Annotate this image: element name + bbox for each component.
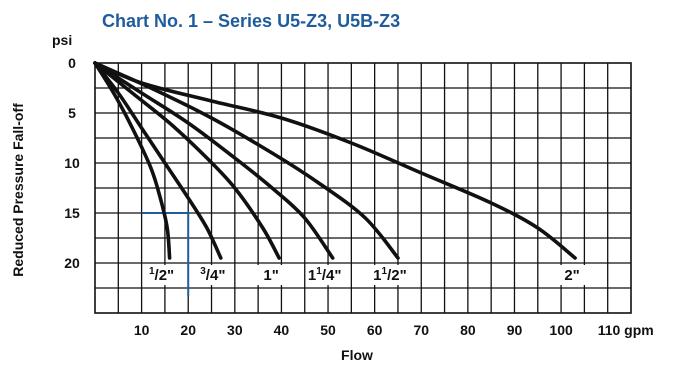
example-reading xyxy=(141,212,190,296)
x-tick-label: 20 xyxy=(180,322,196,338)
y-tick-label: 15 xyxy=(64,205,80,221)
series-curve-5 xyxy=(93,61,577,260)
series-label-background xyxy=(371,265,410,285)
series-label-background xyxy=(554,265,593,285)
y-tick-label: 0 xyxy=(68,55,76,71)
series-label-background xyxy=(143,265,182,285)
y-tick-label: 10 xyxy=(64,155,80,171)
series-label-background xyxy=(194,265,233,285)
series-curve-2 xyxy=(93,61,281,260)
series-label-background xyxy=(253,265,292,285)
series-curve-1 xyxy=(93,61,223,260)
series-label-4: 11/2" xyxy=(373,266,407,284)
chart-title: Chart No. 1 – Series U5-Z3, U5B-Z3 xyxy=(102,11,400,31)
y-axis-label: Reduced Pressure Fall-off xyxy=(10,103,26,277)
x-tick-label: 10 xyxy=(134,322,150,338)
series-curve-3 xyxy=(93,61,335,260)
x-axis-label: Flow xyxy=(341,347,373,363)
x-tick-label: 40 xyxy=(274,322,290,338)
series-curves xyxy=(93,61,577,260)
x-tick-label: 110 gpm xyxy=(598,322,654,338)
series-labels: 1/2" 3/4" 1" 11/4" 11/2" 2" xyxy=(143,265,593,285)
series-label-5: 2" xyxy=(564,267,579,284)
series-label-3: 11/4" xyxy=(308,266,342,284)
series-label-1: 3/4" xyxy=(200,266,225,284)
x-tick-labels: 10 20 30 40 50 60 70 80 90 100 110 gpm xyxy=(134,322,654,338)
x-tick-label: 70 xyxy=(413,322,429,338)
y-tick-label: 20 xyxy=(64,255,80,271)
series-curve-0 xyxy=(93,61,172,260)
series-label-2: 1" xyxy=(263,267,278,284)
x-tick-label: 30 xyxy=(227,322,243,338)
x-tick-label: 100 xyxy=(549,322,573,338)
x-tick-label: 80 xyxy=(460,322,476,338)
x-tick-label: 90 xyxy=(507,322,523,338)
example-reading-line xyxy=(141,212,190,296)
x-tick-label: 60 xyxy=(367,322,383,338)
series-label-0: 1/2" xyxy=(149,266,174,284)
y-tick-label: 5 xyxy=(68,105,76,121)
series-label-background xyxy=(306,265,345,285)
x-tick-label: 50 xyxy=(320,322,336,338)
series-curve-4 xyxy=(93,61,400,260)
y-unit-label: psi xyxy=(52,32,72,48)
y-tick-labels: 0 5 10 15 20 xyxy=(64,55,80,271)
